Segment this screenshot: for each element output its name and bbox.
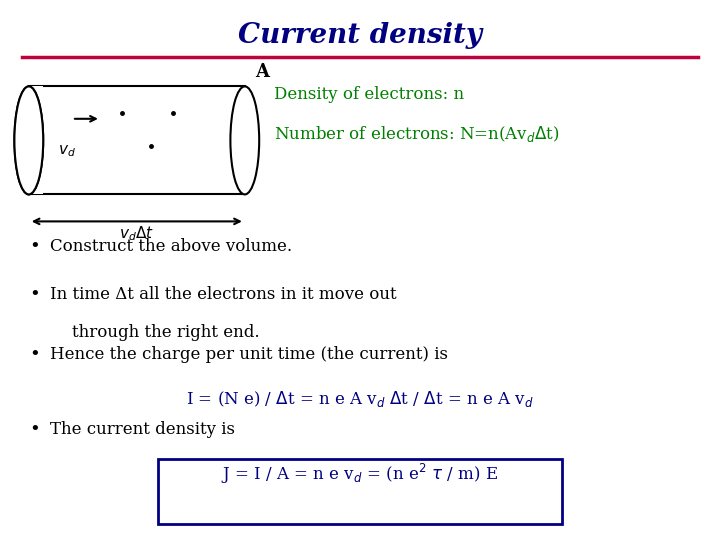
Text: A: A (256, 63, 269, 81)
Ellipse shape (14, 86, 43, 194)
Text: through the right end.: through the right end. (72, 324, 260, 341)
Text: •: • (29, 346, 40, 363)
Text: •: • (29, 238, 40, 255)
Bar (14, 86, 43, 194)
Ellipse shape (230, 86, 259, 194)
Text: •: • (29, 421, 40, 439)
Text: I = (N e) / $\Delta$t = n e A v$_d$ $\Delta$t / $\Delta$t = n e A v$_d$: I = (N e) / $\Delta$t = n e A v$_d$ $\De… (186, 389, 534, 409)
Text: Density of electrons: n: Density of electrons: n (274, 86, 464, 103)
Text: •: • (29, 286, 40, 304)
FancyBboxPatch shape (158, 459, 562, 524)
Text: Construct the above volume.: Construct the above volume. (50, 238, 292, 254)
Bar (29, 86, 245, 194)
Text: $v_d$: $v_d$ (58, 143, 76, 159)
Text: Hence the charge per unit time (the current) is: Hence the charge per unit time (the curr… (50, 346, 449, 362)
Ellipse shape (14, 86, 43, 194)
Text: $v_d\Delta t$: $v_d\Delta t$ (120, 224, 154, 243)
Text: The current density is: The current density is (50, 421, 235, 438)
Text: Number of electrons: N=n(Av$_d\Delta$t): Number of electrons: N=n(Av$_d\Delta$t) (274, 124, 559, 144)
Text: In time Δt all the electrons in it move out: In time Δt all the electrons in it move … (50, 286, 397, 303)
Text: Current density: Current density (238, 22, 482, 49)
Text: J = I / A = n e v$_d$ = (n e$^2$ $\tau$ / m) E: J = I / A = n e v$_d$ = (n e$^2$ $\tau$ … (222, 462, 498, 486)
